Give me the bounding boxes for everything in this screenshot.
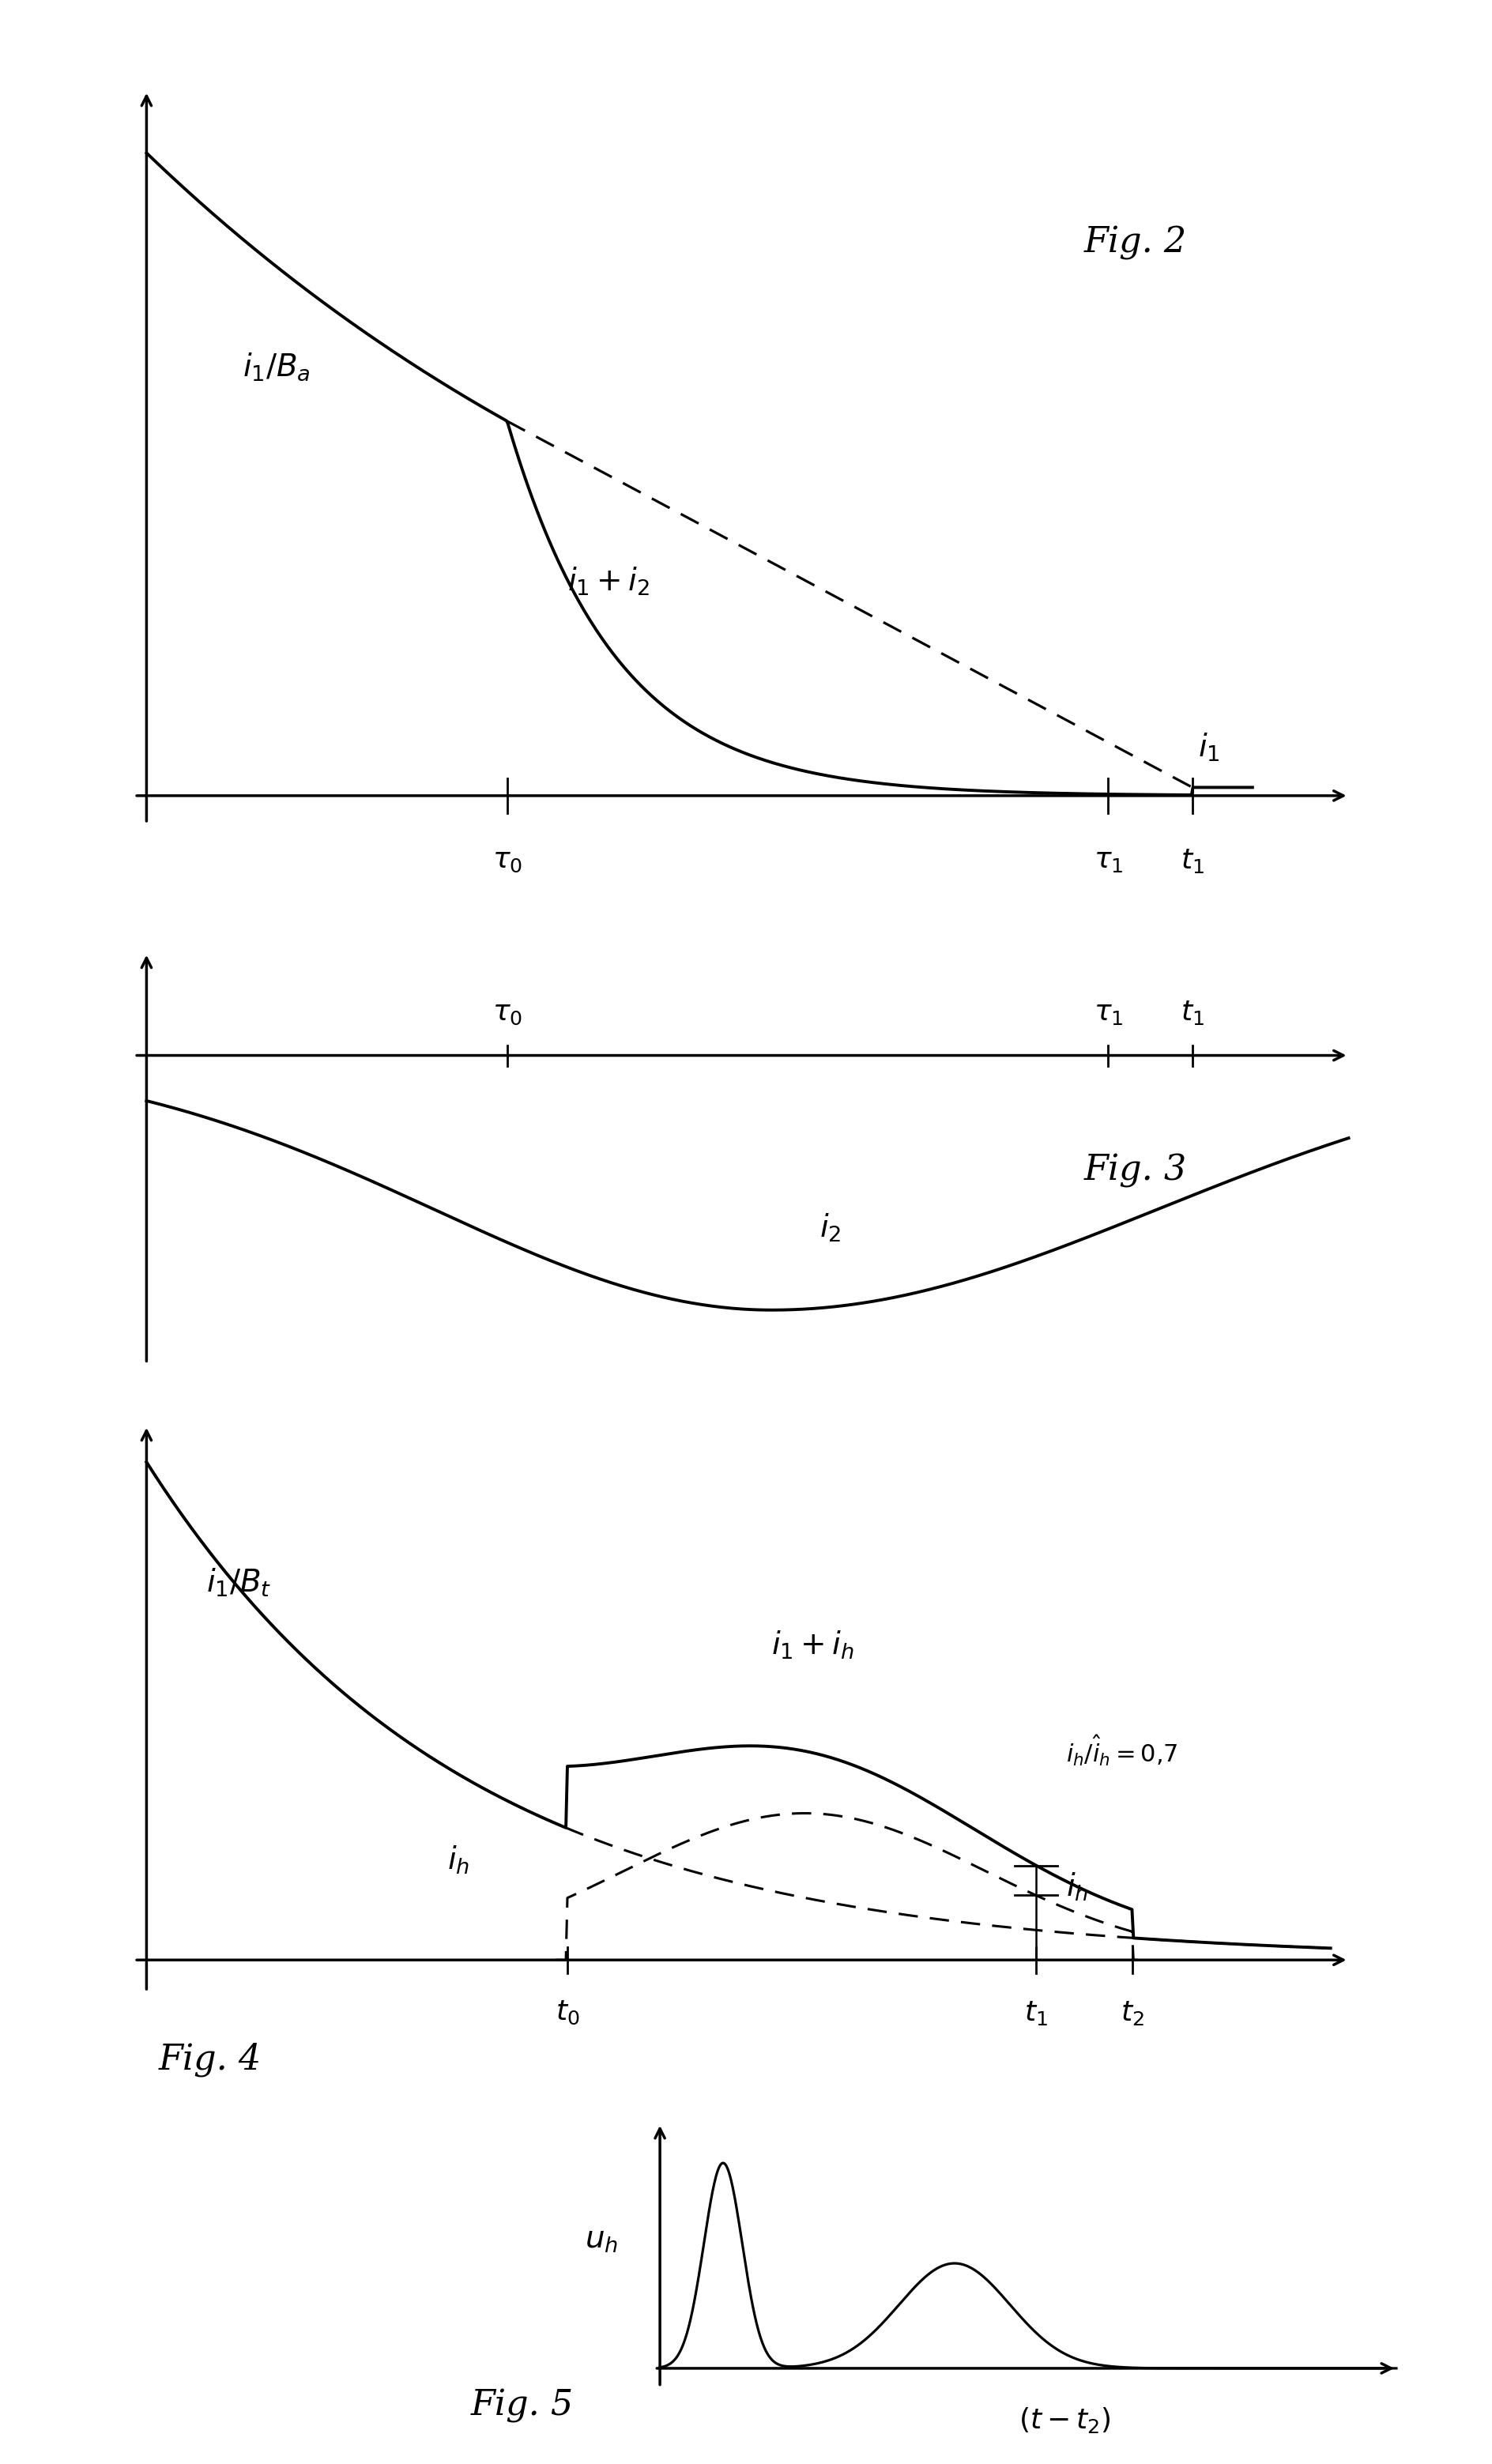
Text: $i_h$: $i_h$ <box>1067 1870 1088 1902</box>
Text: Fig. 3: Fig. 3 <box>1085 1153 1188 1188</box>
Text: $\tau_0$: $\tau_0$ <box>492 848 522 875</box>
Text: $\tau_1$: $\tau_1$ <box>1094 848 1123 875</box>
Text: $i_1+i_2$: $i_1+i_2$ <box>567 567 649 596</box>
Text: $t_1$: $t_1$ <box>1180 998 1204 1027</box>
Text: $i_h$: $i_h$ <box>448 1846 470 1875</box>
Text: $i_1/B_a$: $i_1/B_a$ <box>243 352 310 382</box>
Text: $\tau_0$: $\tau_0$ <box>492 1000 522 1027</box>
Text: $t_1$: $t_1$ <box>1180 848 1204 875</box>
Text: Fig. 2: Fig. 2 <box>1085 227 1188 259</box>
Text: $i_1/B_t$: $i_1/B_t$ <box>206 1567 272 1599</box>
Text: $i_2$: $i_2$ <box>819 1212 841 1244</box>
Text: $i_1+i_h$: $i_1+i_h$ <box>771 1629 855 1661</box>
Text: Fig. 5: Fig. 5 <box>470 2388 573 2422</box>
Text: $u_h$: $u_h$ <box>585 2225 618 2255</box>
Text: $t_0$: $t_0$ <box>555 1998 579 2025</box>
Text: $t_2$: $t_2$ <box>1120 1998 1144 2028</box>
Text: $i_1$: $i_1$ <box>1198 732 1220 764</box>
Text: $\tau_1$: $\tau_1$ <box>1094 1000 1123 1027</box>
Text: $i_h/\hat{i}_h=0{,}7$: $i_h/\hat{i}_h=0{,}7$ <box>1067 1732 1179 1767</box>
Text: $(t-t_2)$: $(t-t_2)$ <box>1019 2405 1112 2434</box>
Text: $t_1$: $t_1$ <box>1024 1998 1047 2028</box>
Text: Fig. 4: Fig. 4 <box>158 2043 261 2077</box>
